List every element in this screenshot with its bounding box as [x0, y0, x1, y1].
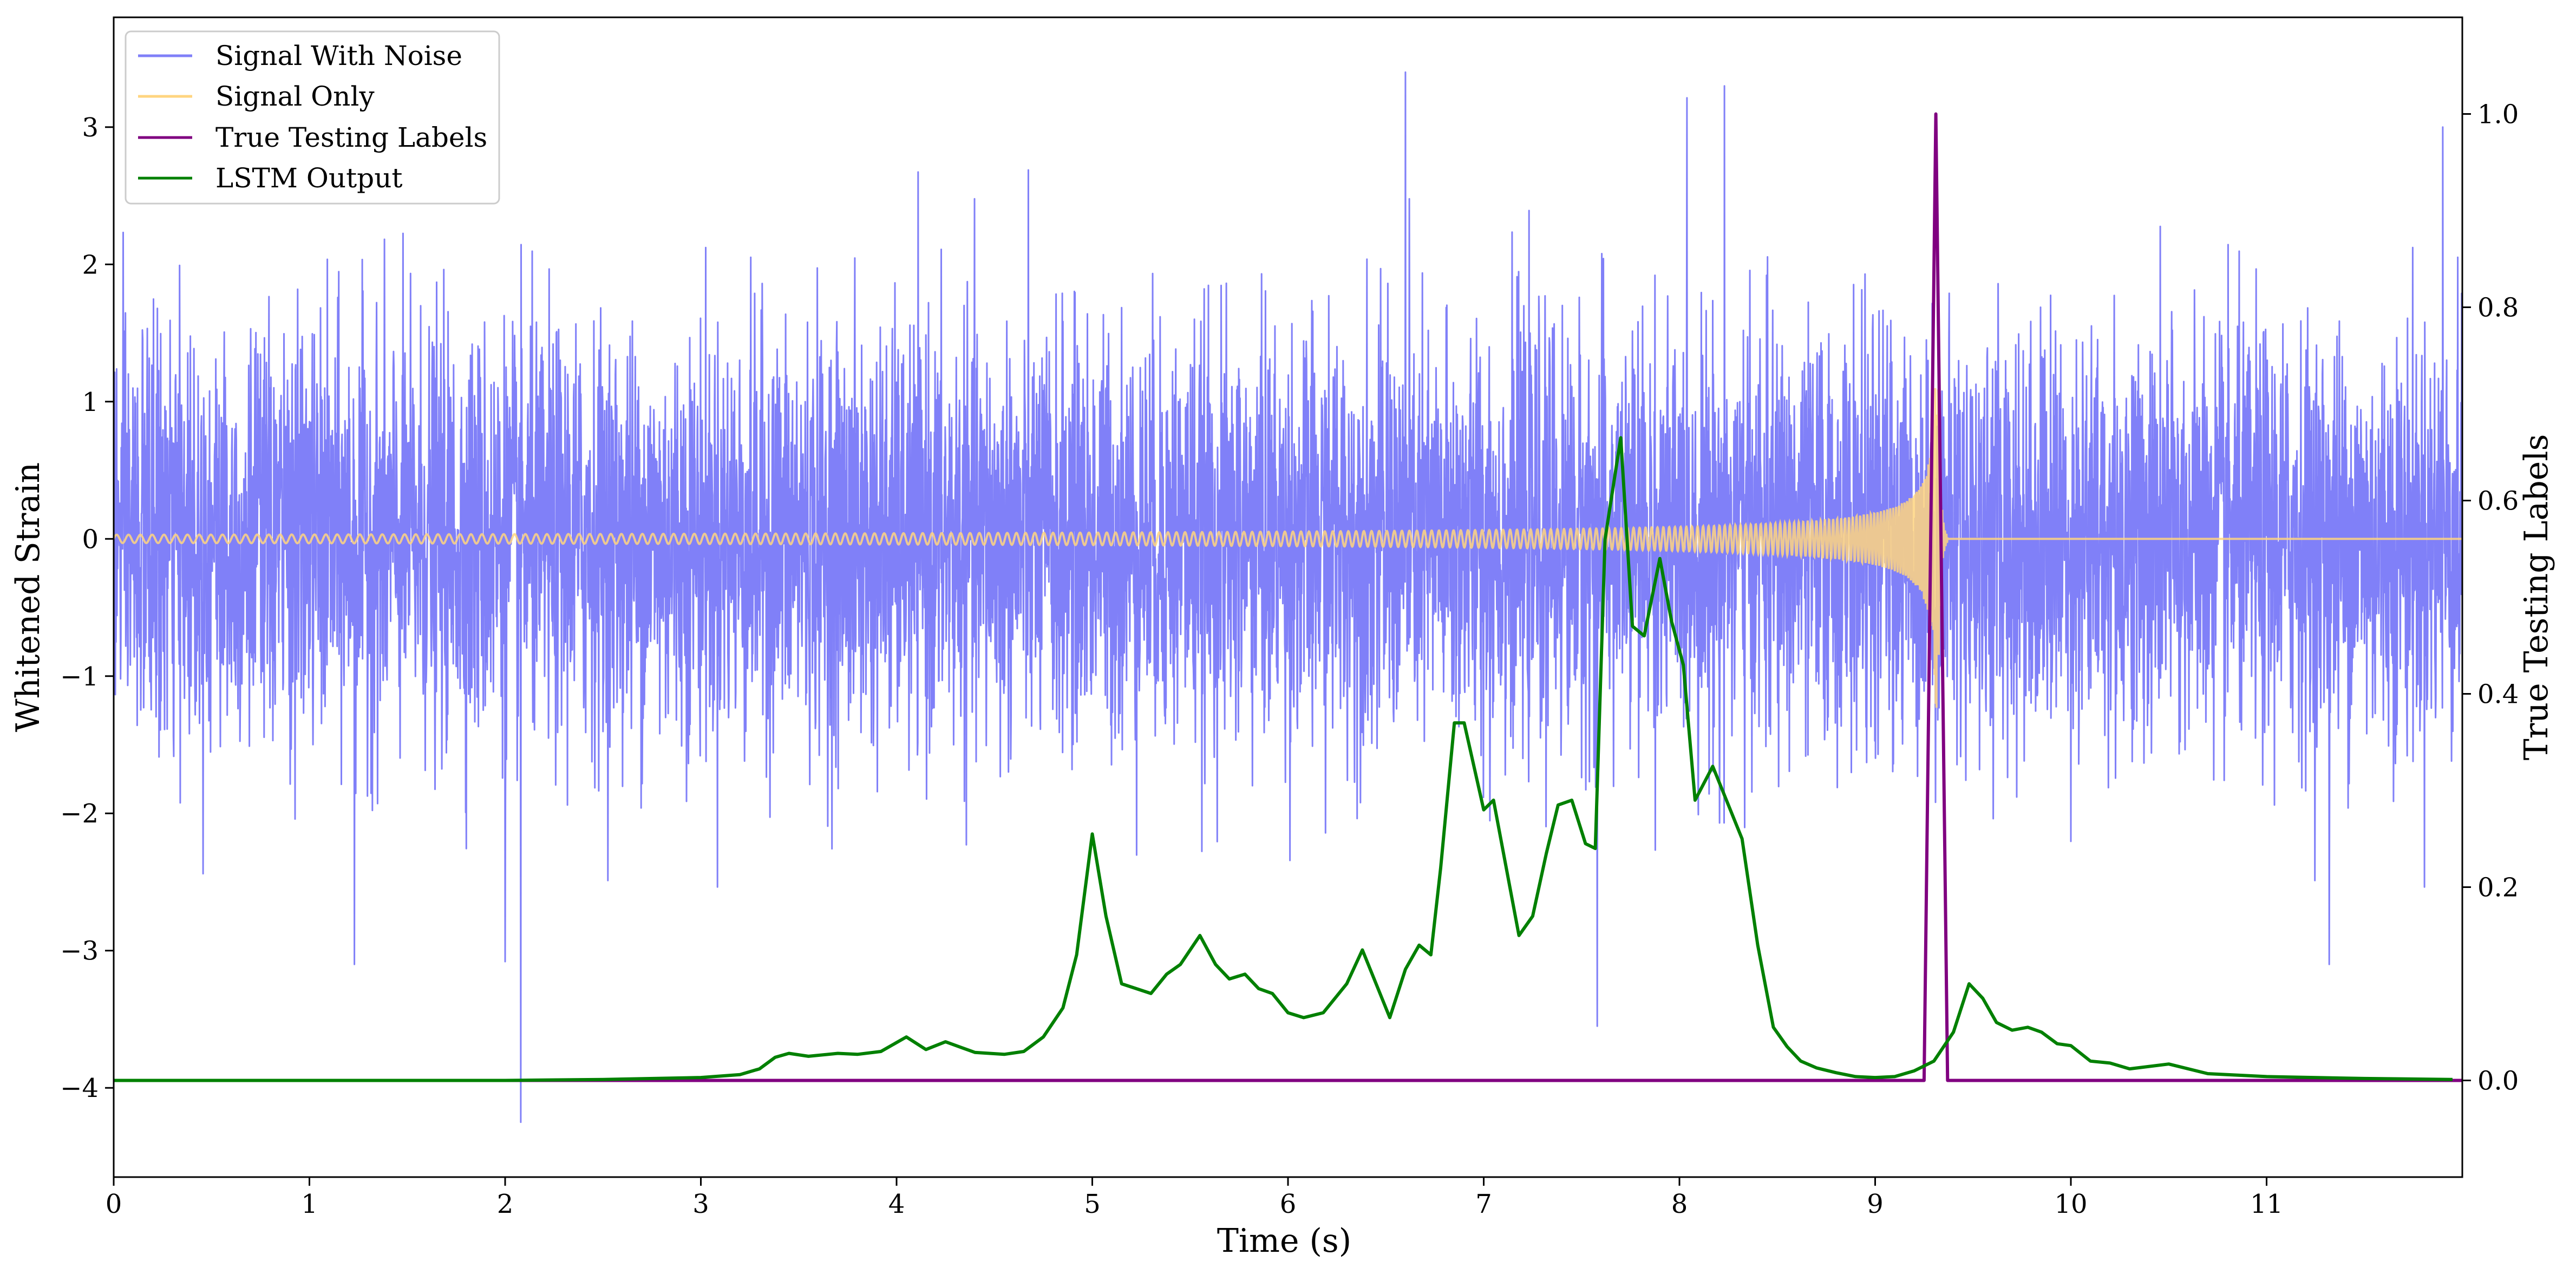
x-tick-label: 5 — [1084, 1189, 1101, 1219]
series-lstm-output — [114, 436, 2453, 1082]
y-tick-label: 0 — [82, 524, 99, 554]
y2-axis-label: True Testing Labels — [2518, 434, 2555, 761]
y2-tick-label: 0.0 — [2477, 1066, 2519, 1096]
series-signal-only — [114, 388, 2462, 708]
y-tick-label: 3 — [82, 113, 99, 143]
legend: Signal With Noise Signal Only True Testi… — [125, 30, 500, 205]
legend-box — [125, 30, 500, 205]
y-tick-label: −2 — [60, 799, 99, 829]
x-tick-label: 3 — [692, 1189, 709, 1219]
series-signal-with-noise — [114, 71, 2462, 1123]
y-axis-label: Whitened Strain — [9, 462, 47, 732]
y2-tick-label: 0.6 — [2477, 486, 2519, 517]
y2-tick-label: 0.2 — [2477, 873, 2519, 903]
legend-label-signal-with-noise: Signal With Noise — [215, 40, 462, 71]
y2-tick-label: 1.0 — [2477, 100, 2519, 130]
x-axis-label: Time (s) — [1217, 1222, 1351, 1260]
x-axis-ticks: 0 1 2 3 4 5 6 7 8 9 10 11 — [106, 1177, 2283, 1219]
x-tick-label: 6 — [1280, 1189, 1297, 1219]
x-tick-label: 4 — [888, 1189, 905, 1219]
y2-tick-label: 0.8 — [2477, 293, 2519, 323]
y-tick-label: 2 — [82, 250, 99, 280]
x-tick-label: 11 — [2250, 1189, 2283, 1219]
y2-axis-ticks: 0.0 0.2 0.4 0.6 0.8 1.0 — [2462, 100, 2519, 1096]
y-tick-label: −3 — [60, 936, 99, 966]
x-tick-label: 7 — [1475, 1189, 1492, 1219]
x-tick-label: 10 — [2054, 1189, 2087, 1219]
legend-label-true-testing-labels: True Testing Labels — [215, 122, 487, 153]
y-tick-label: −1 — [60, 662, 99, 692]
legend-label-lstm-output: LSTM Output — [215, 162, 402, 194]
y-axis-ticks: −4 −3 −2 −1 0 1 2 3 — [60, 113, 114, 1103]
series-true-testing-labels — [114, 112, 2462, 1082]
y-tick-label: −4 — [60, 1073, 99, 1103]
x-tick-label: 8 — [1671, 1189, 1688, 1219]
x-tick-label: 9 — [1867, 1189, 1884, 1219]
x-tick-label: 0 — [106, 1189, 122, 1219]
series-layer — [114, 71, 2462, 1123]
y-tick-label: 1 — [82, 387, 99, 417]
legend-label-signal-only: Signal Only — [215, 81, 375, 112]
x-tick-label: 2 — [497, 1189, 514, 1219]
y2-tick-label: 0.4 — [2477, 680, 2519, 710]
x-tick-label: 1 — [301, 1189, 318, 1219]
